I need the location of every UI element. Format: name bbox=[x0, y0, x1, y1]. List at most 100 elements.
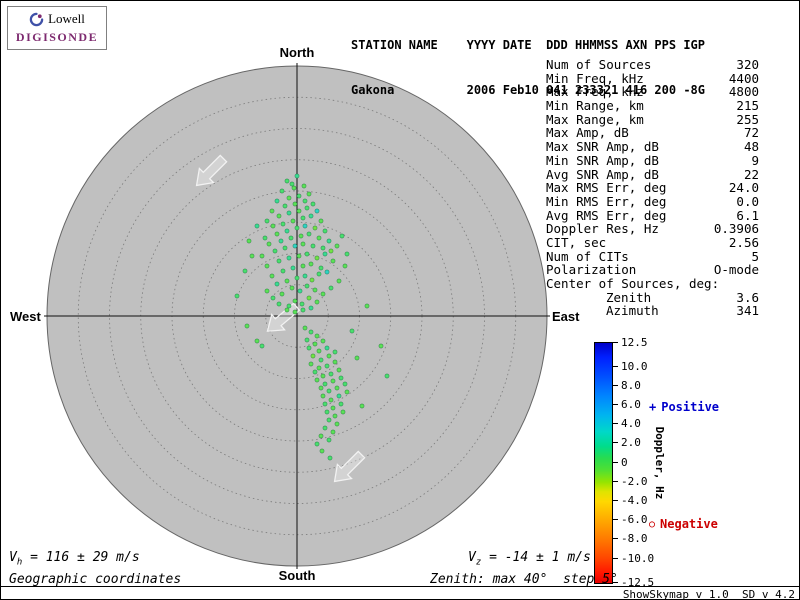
colorbar-tick-mark bbox=[613, 423, 618, 425]
param-value: 341 bbox=[736, 303, 759, 319]
param-value: 6.1 bbox=[736, 207, 759, 223]
source-point bbox=[310, 201, 316, 207]
legend-negative-label: Negative bbox=[660, 517, 718, 531]
source-point bbox=[234, 293, 240, 299]
param-row: Min Freq, kHz 4400 bbox=[546, 70, 759, 86]
source-point bbox=[299, 301, 305, 307]
source-point bbox=[326, 437, 332, 443]
source-point bbox=[286, 210, 292, 216]
source-point bbox=[332, 359, 338, 365]
colorbar-tick-mark bbox=[613, 499, 618, 501]
source-point bbox=[318, 357, 324, 363]
source-point bbox=[302, 325, 308, 331]
source-point bbox=[276, 213, 282, 219]
legend-negative: ○ Negative bbox=[649, 517, 718, 531]
zenith-range-caption: Zenith: max 40° step 5° bbox=[430, 572, 618, 587]
source-point bbox=[328, 285, 334, 291]
source-point bbox=[259, 253, 265, 259]
param-label: Polarization bbox=[546, 262, 637, 278]
source-point bbox=[289, 181, 295, 187]
param-row: Max RMS Err, deg 24.0 bbox=[546, 181, 759, 195]
param-row: Max Range, km 255 bbox=[546, 113, 759, 127]
source-point bbox=[306, 345, 312, 351]
source-point bbox=[308, 261, 314, 267]
source-point bbox=[320, 291, 326, 297]
param-value: 9 bbox=[751, 152, 759, 168]
lowell-logo-icon bbox=[29, 12, 44, 26]
param-value: 48 bbox=[743, 139, 759, 155]
drift-arrow bbox=[195, 154, 228, 187]
colorbar-tick-mark bbox=[613, 519, 618, 521]
source-point bbox=[242, 268, 248, 274]
param-label: Min Range, km bbox=[546, 98, 644, 114]
source-point bbox=[319, 448, 325, 454]
param-value: 320 bbox=[736, 57, 759, 72]
param-label: Min Freq, kHz bbox=[546, 70, 644, 86]
source-point bbox=[292, 298, 298, 304]
param-row: Max Amp, dB 72 bbox=[546, 126, 759, 140]
compass-south-label: South bbox=[278, 568, 316, 583]
source-point bbox=[286, 303, 292, 309]
param-label: Num of CITs bbox=[546, 248, 629, 264]
source-point bbox=[327, 455, 333, 461]
source-point bbox=[266, 241, 272, 247]
source-point bbox=[309, 277, 315, 283]
source-point bbox=[320, 373, 326, 379]
source-point bbox=[354, 355, 360, 361]
source-point bbox=[316, 348, 322, 354]
param-value: 24.0 bbox=[728, 180, 759, 196]
source-point bbox=[324, 269, 330, 275]
source-point bbox=[246, 238, 252, 244]
source-point bbox=[279, 291, 285, 297]
param-row: Min Range, km 215 bbox=[546, 99, 759, 113]
source-point bbox=[284, 278, 290, 284]
colorbar-tick-mark bbox=[613, 480, 618, 482]
source-point bbox=[269, 273, 275, 279]
source-point bbox=[326, 388, 332, 394]
param-value: 5 bbox=[751, 248, 759, 264]
source-point bbox=[322, 425, 328, 431]
source-point bbox=[340, 409, 346, 415]
param-label: Center of Sources, deg: bbox=[546, 276, 720, 291]
source-point bbox=[312, 369, 318, 375]
source-point bbox=[328, 371, 334, 377]
params-list: Num of Sources 320 Min Freq, kHz 4400 Max Fr… bbox=[546, 58, 759, 318]
source-point bbox=[300, 241, 306, 247]
source-point bbox=[300, 263, 306, 269]
vh-symbol: V bbox=[9, 550, 17, 565]
source-point bbox=[314, 255, 320, 261]
source-point bbox=[264, 288, 270, 294]
param-value: 2.56 bbox=[728, 234, 759, 250]
source-point bbox=[278, 238, 284, 244]
source-point bbox=[308, 361, 314, 367]
source-point bbox=[314, 377, 320, 383]
colorbar-tick-mark bbox=[613, 557, 618, 559]
source-point bbox=[297, 288, 303, 294]
source-point bbox=[270, 223, 276, 229]
param-value: 4800 bbox=[728, 84, 759, 100]
param-row: Polarization O-mode bbox=[546, 263, 759, 277]
source-point bbox=[280, 221, 286, 227]
param-row: Max SNR Amp, dB 48 bbox=[546, 140, 759, 154]
colorbar-tick-label: 0 bbox=[621, 455, 628, 469]
source-point bbox=[294, 173, 300, 179]
param-value: O-mode bbox=[713, 262, 759, 278]
source-point bbox=[344, 389, 350, 395]
header-block: STATION NAME YYYY DATE DDD HHMMSS AXN PP… bbox=[351, 8, 705, 128]
source-point bbox=[384, 373, 390, 379]
colorbar-tick-label: -6.0 bbox=[621, 513, 648, 527]
drift-arrow bbox=[333, 450, 366, 483]
source-point bbox=[269, 208, 275, 214]
horizontal-velocity-readout: Vh = 116 ± 29 m/s bbox=[9, 550, 140, 568]
header-column-titles: STATION NAME YYYY DATE DDD HHMMSS AXN PP… bbox=[351, 38, 706, 52]
source-point bbox=[301, 183, 307, 189]
source-point bbox=[326, 417, 332, 423]
source-point bbox=[318, 218, 324, 224]
source-point bbox=[349, 328, 355, 334]
lowell-digisonde-logo: Lowell DIGISONDE bbox=[7, 6, 107, 50]
source-point bbox=[282, 245, 288, 251]
colorbar-tick-label: 6.0 bbox=[621, 397, 641, 411]
source-point bbox=[304, 337, 310, 343]
source-point bbox=[280, 268, 286, 274]
